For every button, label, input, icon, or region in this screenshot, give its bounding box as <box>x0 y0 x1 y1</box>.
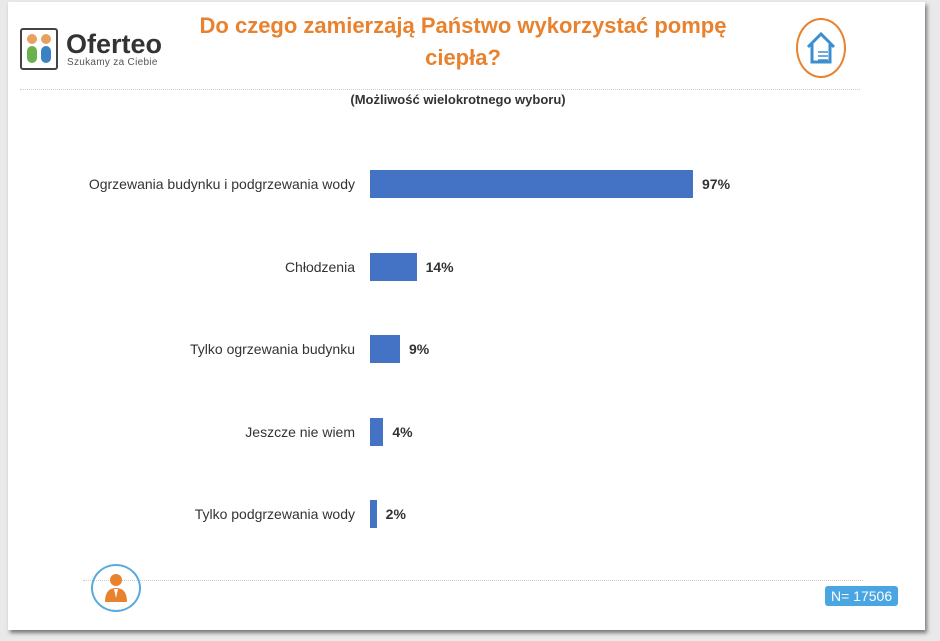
value-label: 97% <box>702 176 731 192</box>
brand-tagline: Szukamy za Ciebie <box>67 56 158 68</box>
chart-subtitle: (Możliwość wielokrotnego wyboru) <box>350 92 566 107</box>
category-label: Tylko ogrzewania budynku <box>190 341 355 357</box>
value-label: 9% <box>408 341 430 357</box>
person-icon <box>91 564 141 612</box>
logo-icon <box>20 28 58 70</box>
chart-title: Do czego zamierzają Państwo wykorzystać … <box>199 13 727 70</box>
house-icon <box>796 18 846 78</box>
bar <box>370 335 400 363</box>
bar <box>370 252 417 281</box>
value-label: 14% <box>425 258 454 275</box>
infographic-card: Oferteo Szukamy za Ciebie Do czego zamie… <box>8 2 925 630</box>
brand-name: Oferteo <box>66 28 163 59</box>
category-label: Tylko podgrzewania wody <box>194 506 355 522</box>
category-label: Jeszcze nie wiem <box>245 423 355 440</box>
bar <box>370 417 384 446</box>
value-label: 4% <box>392 423 413 440</box>
sample-size-badge: N= 17506 <box>825 586 899 606</box>
bar <box>370 500 377 528</box>
category-label: Chłodzenia <box>284 258 355 275</box>
bar <box>370 170 693 198</box>
oferteo-logo: Oferteo Szukamy za Ciebie <box>20 28 162 70</box>
category-label: Ogrzewania budynku i podgrzewania wody <box>88 176 355 192</box>
divider-bottom <box>83 580 863 581</box>
value-label: 2% <box>385 506 406 522</box>
divider-top <box>20 89 860 90</box>
